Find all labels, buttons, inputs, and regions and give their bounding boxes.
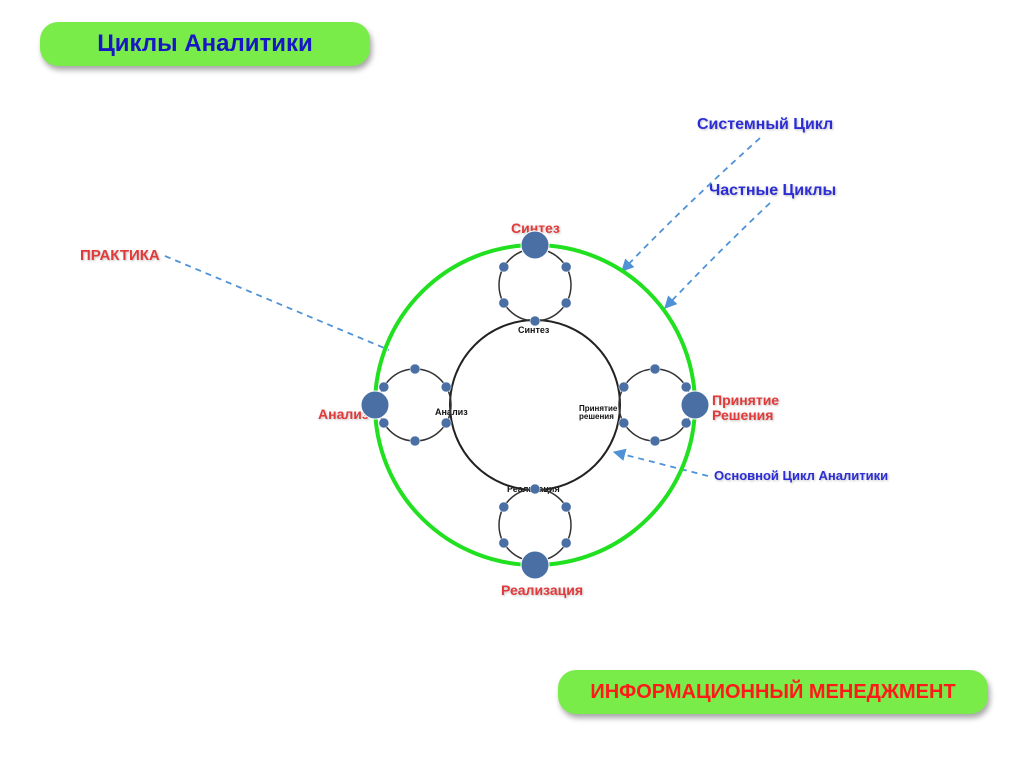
subcycle-dot [561,502,571,512]
subcycle-dot [499,502,509,512]
subcycle-dot [650,436,660,446]
subcycle-dot [379,382,389,392]
subcycle-dot [681,418,691,428]
subcycle-dot [499,538,509,548]
subcycle-dot [619,382,629,392]
subcycle-dot [410,364,420,374]
main-cycle-ring [450,320,620,490]
subcycle-dot [650,364,660,374]
subcycle-dot [530,484,540,494]
subcycle-dot [530,316,540,326]
subcycle-dot [561,262,571,272]
subcycle-dot [681,382,691,392]
leader-osnovnoy [614,452,708,476]
subcycle-dot [499,262,509,272]
subcycle-dot [561,298,571,308]
subcycle-ring-sintez [499,249,571,321]
leader-praktika [165,256,389,350]
leader-chastnye [665,203,770,308]
system-cycle-ring [375,245,695,565]
subcycle-dot [410,436,420,446]
cycles-diagram [0,0,1024,768]
subcycle-dot [441,382,451,392]
subcycle-dot [499,298,509,308]
subcycle-ring-realiz [499,489,571,561]
subcycle-ring-prinyatie [619,369,691,441]
subcycle-dot [379,418,389,428]
node-sintez [521,231,549,259]
leader-sistemnyy [622,138,760,271]
subcycle-ring-analiz [379,369,451,441]
subcycle-dot [441,418,451,428]
node-analiz [361,391,389,419]
node-prinyatie [681,391,709,419]
subcycle-dot [561,538,571,548]
node-realiz [521,551,549,579]
subcycle-dot [619,418,629,428]
